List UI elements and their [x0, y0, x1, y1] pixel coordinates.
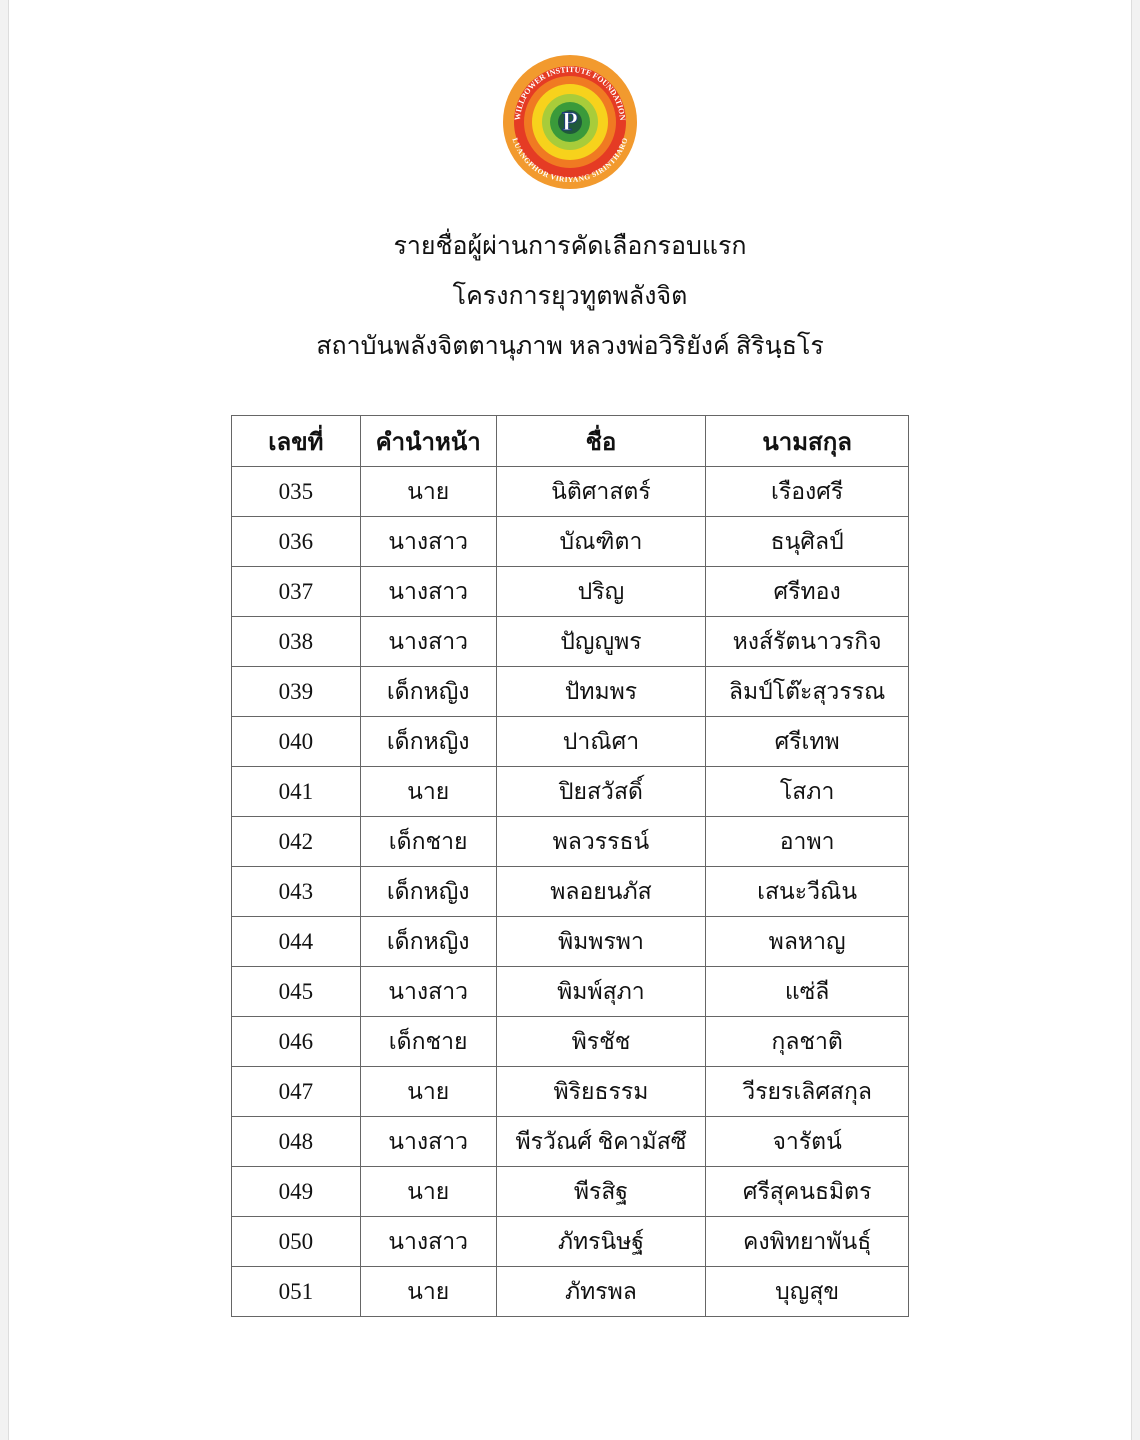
cell-last-name: ศรีเทพ — [705, 716, 909, 767]
cell-number: 035 — [231, 466, 361, 517]
cell-last-name: พลหาญ — [705, 916, 909, 967]
cell-first-name: พิมพรพา — [495, 916, 707, 967]
cell-last-name: แซ่ลี — [705, 966, 909, 1017]
table-row: 037 นางสาว ปริญ ศรีทอง — [231, 566, 909, 617]
cell-last-name: คงพิทยาพันธุ์ — [705, 1216, 909, 1267]
table-row: 043 เด็กหญิง พลอยนภัส เสนะวีณิน — [231, 866, 909, 917]
cell-prefix: นางสาว — [359, 966, 497, 1017]
cell-number: 047 — [231, 1066, 361, 1117]
cell-last-name: ศรีทอง — [705, 566, 909, 617]
cell-number: 037 — [231, 566, 361, 617]
table-row: 047 นาย พิริยธรรม วีรยรเลิศสกุล — [231, 1066, 909, 1117]
cell-number: 039 — [231, 666, 361, 717]
cell-prefix: เด็กหญิง — [359, 916, 497, 967]
cell-prefix: นางสาว — [359, 1116, 497, 1167]
table-row: 044 เด็กหญิง พิมพรพา พลหาญ — [231, 916, 909, 967]
table-row: 050 นางสาว ภัทรนิษฐ์ คงพิทยาพันธุ์ — [231, 1216, 909, 1267]
cell-last-name: บุญสุข — [705, 1266, 909, 1317]
header-number: เลขที่ — [231, 415, 361, 467]
cell-number: 050 — [231, 1216, 361, 1267]
cell-number: 043 — [231, 866, 361, 917]
cell-last-name: โสภา — [705, 766, 909, 817]
header-first-name: ชื่อ — [495, 415, 707, 467]
cell-number: 044 — [231, 916, 361, 967]
cell-first-name: พิรชัช — [495, 1016, 707, 1067]
cell-prefix: นางสาว — [359, 616, 497, 667]
cell-first-name: บัณฑิตา — [495, 516, 707, 567]
table-row: 039 เด็กหญิง ปัทมพร ลิมป์โต๊ะสุวรรณ — [231, 666, 909, 717]
cell-first-name: พลอยนภัส — [495, 866, 707, 917]
cell-prefix: เด็กหญิง — [359, 716, 497, 767]
cell-last-name: เสนะวีณิน — [705, 866, 909, 917]
cell-number: 036 — [231, 516, 361, 567]
cell-first-name: ปาณิศา — [495, 716, 707, 767]
table-row: 045 นางสาว พิมพ์สุภา แซ่ลี — [231, 966, 909, 1017]
cell-last-name: จารัตน์ — [705, 1116, 909, 1167]
cell-first-name: พิมพ์สุภา — [495, 966, 707, 1017]
cell-number: 045 — [231, 966, 361, 1017]
cell-number: 042 — [231, 816, 361, 867]
cell-number: 041 — [231, 766, 361, 817]
cell-last-name: ศรีสุคนธมิตร — [705, 1166, 909, 1217]
table-row: 049 นาย พีรสิฐ ศรีสุคนธมิตร — [231, 1166, 909, 1217]
cell-last-name: ธนุศิลป์ — [705, 516, 909, 567]
title-line-1: รายชื่อผู้ผ่านการคัดเลือกรอบแรก — [393, 233, 747, 260]
table-row: 035 นาย นิติศาสตร์ เรืองศรี — [231, 466, 909, 517]
table-row: 042 เด็กชาย พลวรรธน์ อาพา — [231, 816, 909, 867]
table-row: 046 เด็กชาย พิรชัช กุลชาติ — [231, 1016, 909, 1067]
cell-prefix: นาย — [359, 1166, 497, 1217]
cell-last-name: ลิมป์โต๊ะสุวรรณ — [705, 666, 909, 717]
cell-first-name: ปิยสวัสดิ์ — [495, 766, 707, 817]
table-header-row: เลขที่ คำนำหน้า ชื่อ นามสกุล — [231, 415, 909, 467]
title-line-2: โครงการยุวทูตพลังจิต — [452, 283, 688, 310]
cell-prefix: นาย — [359, 1266, 497, 1317]
cell-number: 040 — [231, 716, 361, 767]
table-row: 051 นาย ภัทรพล บุญสุข — [231, 1266, 909, 1317]
table-row: 041 นาย ปิยสวัสดิ์ โสภา — [231, 766, 909, 817]
cell-first-name: พีรสิฐ — [495, 1166, 707, 1217]
cell-last-name: อาพา — [705, 816, 909, 867]
cell-first-name: พลวรรธน์ — [495, 816, 707, 867]
table-row: 048 นางสาว พีรวัณศ์ ชิคามัสซึ จารัตน์ — [231, 1116, 909, 1167]
cell-number: 046 — [231, 1016, 361, 1067]
document-title: รายชื่อผู้ผ่านการคัดเลือกรอบแรก โครงการย… — [0, 222, 1140, 372]
cell-prefix: นางสาว — [359, 566, 497, 617]
foundation-logo: P WILLPOWER INSTITUTE FOUNDATION LUANGPH… — [503, 55, 637, 189]
cell-prefix: เด็กชาย — [359, 816, 497, 867]
table-row: 040 เด็กหญิง ปาณิศา ศรีเทพ — [231, 716, 909, 767]
cell-last-name: เรืองศรี — [705, 466, 909, 517]
candidate-table: เลขที่ คำนำหน้า ชื่อ นามสกุล 035 นาย นิติศ… — [231, 415, 909, 1317]
cell-first-name: ปริญ — [495, 566, 707, 617]
cell-last-name: หงส์รัตนาวรกิจ — [705, 616, 909, 667]
cell-prefix: นาย — [359, 766, 497, 817]
cell-prefix: เด็กหญิง — [359, 666, 497, 717]
cell-first-name: ปัทมพร — [495, 666, 707, 717]
cell-last-name: วีรยรเลิศสกุล — [705, 1066, 909, 1117]
cell-first-name: ภัทรนิษฐ์ — [495, 1216, 707, 1267]
header-prefix: คำนำหน้า — [359, 415, 497, 467]
logo-monogram: P — [562, 107, 578, 136]
cell-first-name: พิริยธรรม — [495, 1066, 707, 1117]
cell-first-name: พีรวัณศ์ ชิคามัสซึ — [495, 1116, 707, 1167]
cell-number: 048 — [231, 1116, 361, 1167]
cell-prefix: นาย — [359, 466, 497, 517]
table-row: 038 นางสาว ปัญญูพร หงส์รัตนาวรกิจ — [231, 616, 909, 667]
cell-last-name: กุลชาติ — [705, 1016, 909, 1067]
cell-first-name: ปัญญูพร — [495, 616, 707, 667]
cell-number: 049 — [231, 1166, 361, 1217]
title-line-3: สถาบันพลังจิตตานุภาพ หลวงพ่อวิริยังค์ สิ… — [316, 333, 824, 360]
cell-first-name: ภัทรพล — [495, 1266, 707, 1317]
cell-first-name: นิติศาสตร์ — [495, 466, 707, 517]
cell-number: 038 — [231, 616, 361, 667]
cell-prefix: เด็กหญิง — [359, 866, 497, 917]
cell-prefix: นาย — [359, 1066, 497, 1117]
cell-prefix: เด็กชาย — [359, 1016, 497, 1067]
table-row: 036 นางสาว บัณฑิตา ธนุศิลป์ — [231, 516, 909, 567]
header-last-name: นามสกุล — [705, 415, 909, 467]
cell-prefix: นางสาว — [359, 516, 497, 567]
cell-prefix: นางสาว — [359, 1216, 497, 1267]
cell-number: 051 — [231, 1266, 361, 1317]
